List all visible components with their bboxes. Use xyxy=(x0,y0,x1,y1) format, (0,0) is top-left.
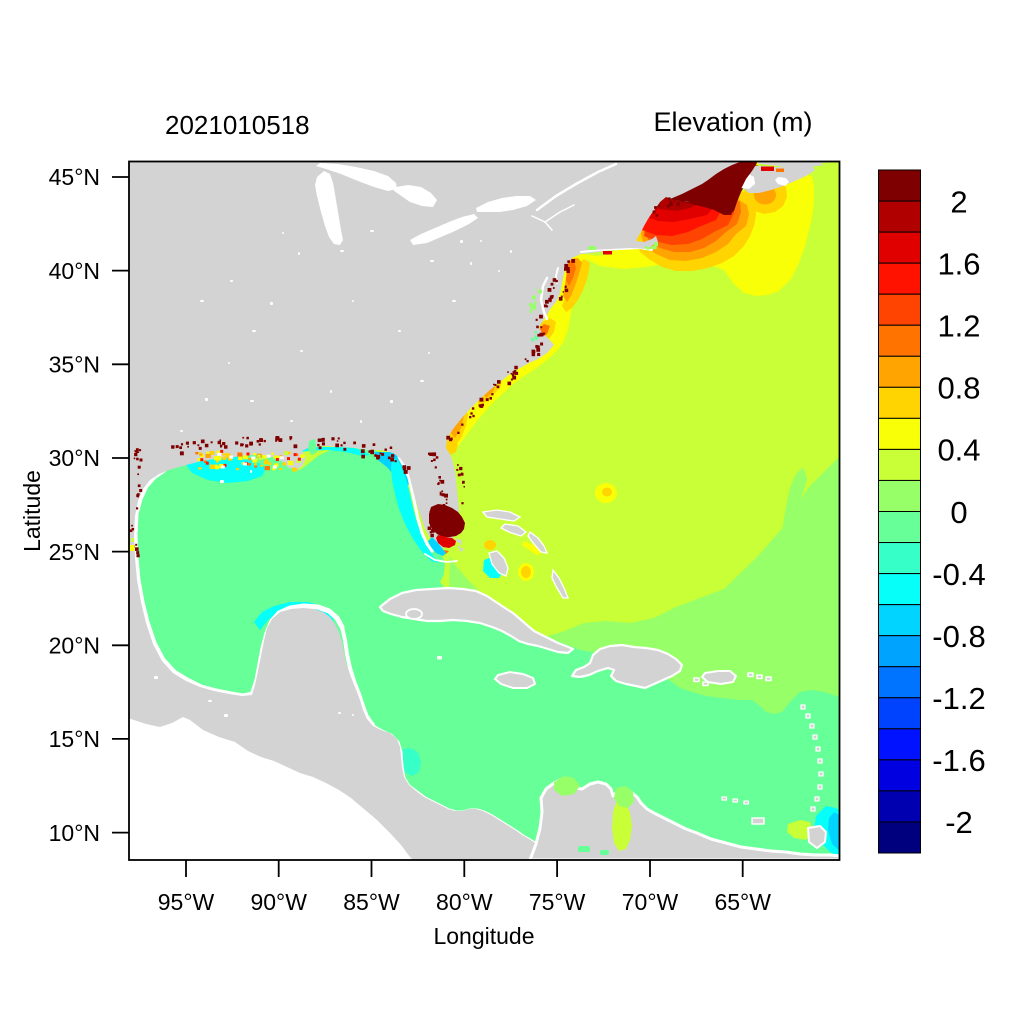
svg-text:65°W: 65°W xyxy=(714,889,771,915)
svg-text:25°N: 25°N xyxy=(49,539,100,565)
svg-text:0.8: 0.8 xyxy=(937,371,980,406)
svg-text:Longitude: Longitude xyxy=(433,923,534,949)
svg-text:-1.2: -1.2 xyxy=(932,681,985,716)
svg-text:35°N: 35°N xyxy=(49,352,100,378)
svg-text:70°W: 70°W xyxy=(622,889,679,915)
svg-text:1.2: 1.2 xyxy=(937,309,980,344)
svg-text:90°W: 90°W xyxy=(250,889,307,915)
svg-text:20°N: 20°N xyxy=(49,633,100,659)
svg-text:30°N: 30°N xyxy=(49,445,100,471)
svg-text:10°N: 10°N xyxy=(49,820,100,846)
svg-text:15°N: 15°N xyxy=(49,726,100,752)
svg-text:40°N: 40°N xyxy=(49,258,100,284)
svg-text:1.6: 1.6 xyxy=(937,246,980,281)
svg-text:Elevation (m): Elevation (m) xyxy=(653,107,812,137)
svg-text:95°W: 95°W xyxy=(158,889,215,915)
svg-text:-2: -2 xyxy=(945,805,973,840)
svg-text:0: 0 xyxy=(950,495,967,530)
svg-text:Latitude: Latitude xyxy=(19,470,45,552)
svg-text:0.4: 0.4 xyxy=(937,433,980,468)
svg-text:80°W: 80°W xyxy=(436,889,493,915)
svg-text:85°W: 85°W xyxy=(343,889,400,915)
svg-text:-1.6: -1.6 xyxy=(932,743,985,778)
svg-text:2: 2 xyxy=(950,184,967,219)
svg-text:-0.4: -0.4 xyxy=(932,557,985,592)
svg-text:2021010518: 2021010518 xyxy=(165,110,310,140)
svg-text:45°N: 45°N xyxy=(49,164,100,190)
svg-text:75°W: 75°W xyxy=(529,889,586,915)
svg-text:-0.8: -0.8 xyxy=(932,619,985,654)
